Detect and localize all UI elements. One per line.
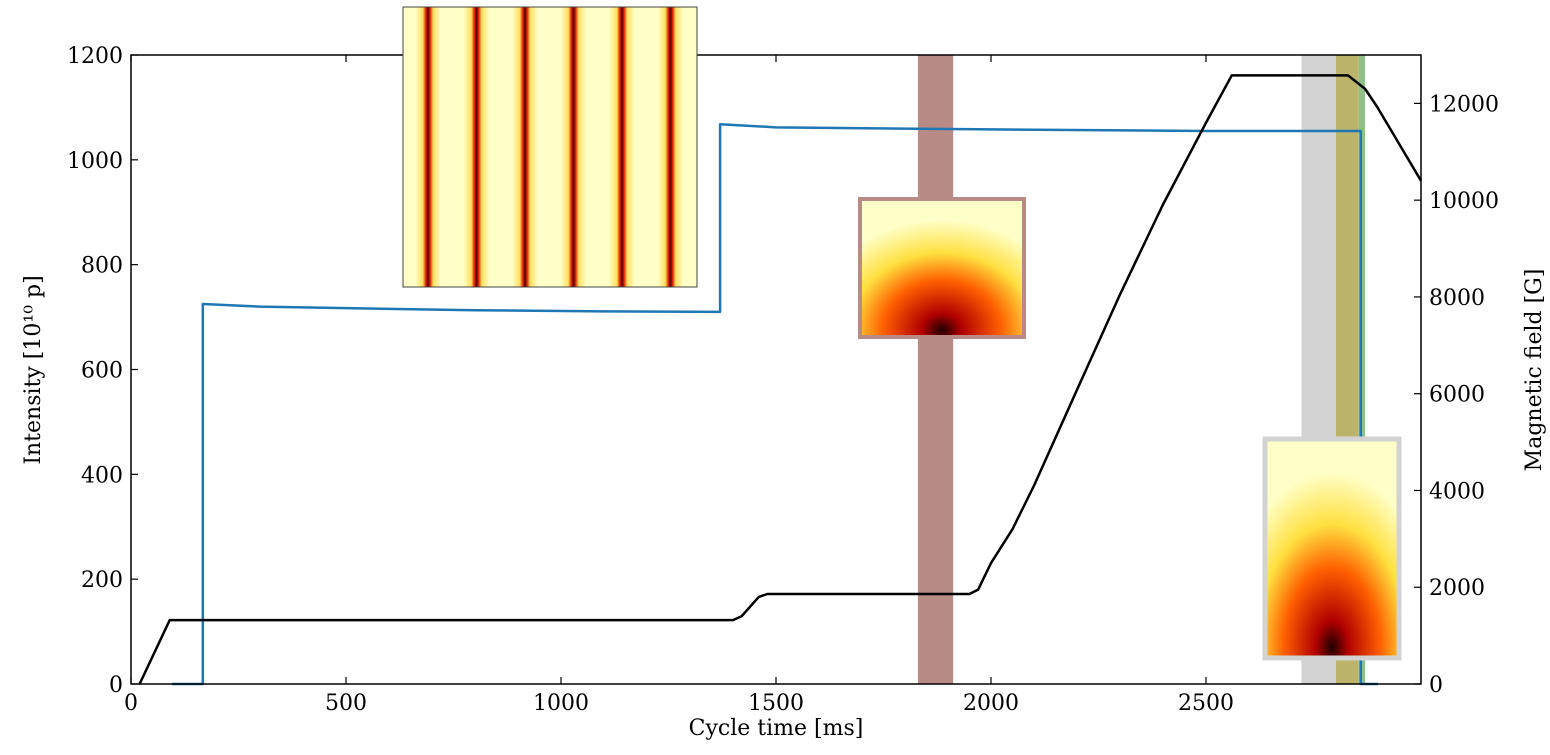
y-tick-label: 200 — [81, 568, 123, 593]
y-axis-label: Intensity [10¹⁰ p] — [21, 275, 46, 464]
y2-axis-label: Magnetic field [G] — [1522, 269, 1547, 472]
shaded-band — [918, 55, 953, 684]
y-tick-label: 1000 — [67, 149, 123, 174]
y-tick-label: 600 — [81, 359, 123, 384]
y2-tick-label: 8000 — [1429, 286, 1485, 311]
data-line — [140, 75, 1421, 684]
inset-image — [1265, 439, 1399, 658]
y-tick-label: 400 — [81, 463, 123, 488]
y-tick-label: 0 — [109, 673, 123, 698]
y2-tick-label: 12000 — [1429, 92, 1499, 117]
plot-frame — [131, 55, 1421, 684]
x-tick-label: 500 — [325, 691, 367, 716]
y2-tick-label: 6000 — [1429, 383, 1485, 408]
inset-image — [860, 199, 1024, 337]
x-tick-label: 0 — [124, 691, 138, 716]
x-axis-label: Cycle time [ms] — [689, 716, 864, 741]
x-tick-label: 2500 — [1178, 691, 1234, 716]
y2-tick-label: 4000 — [1429, 479, 1485, 504]
inset-image — [403, 7, 697, 287]
x-tick-label: 1000 — [533, 691, 589, 716]
y-tick-label: 1200 — [67, 44, 123, 69]
y-tick-label: 800 — [81, 254, 123, 279]
chart: 0 500 1000 1500 2000 2500 0 200 400 600 800 1000 120… — [0, 0, 1550, 751]
x-tick-label: 2000 — [963, 691, 1019, 716]
y2-tick-label: 0 — [1429, 673, 1443, 698]
y2-tick-label: 10000 — [1429, 189, 1499, 214]
x-tick-label: 1500 — [748, 691, 804, 716]
y2-tick-label: 2000 — [1429, 576, 1485, 601]
data-line — [172, 124, 1378, 684]
